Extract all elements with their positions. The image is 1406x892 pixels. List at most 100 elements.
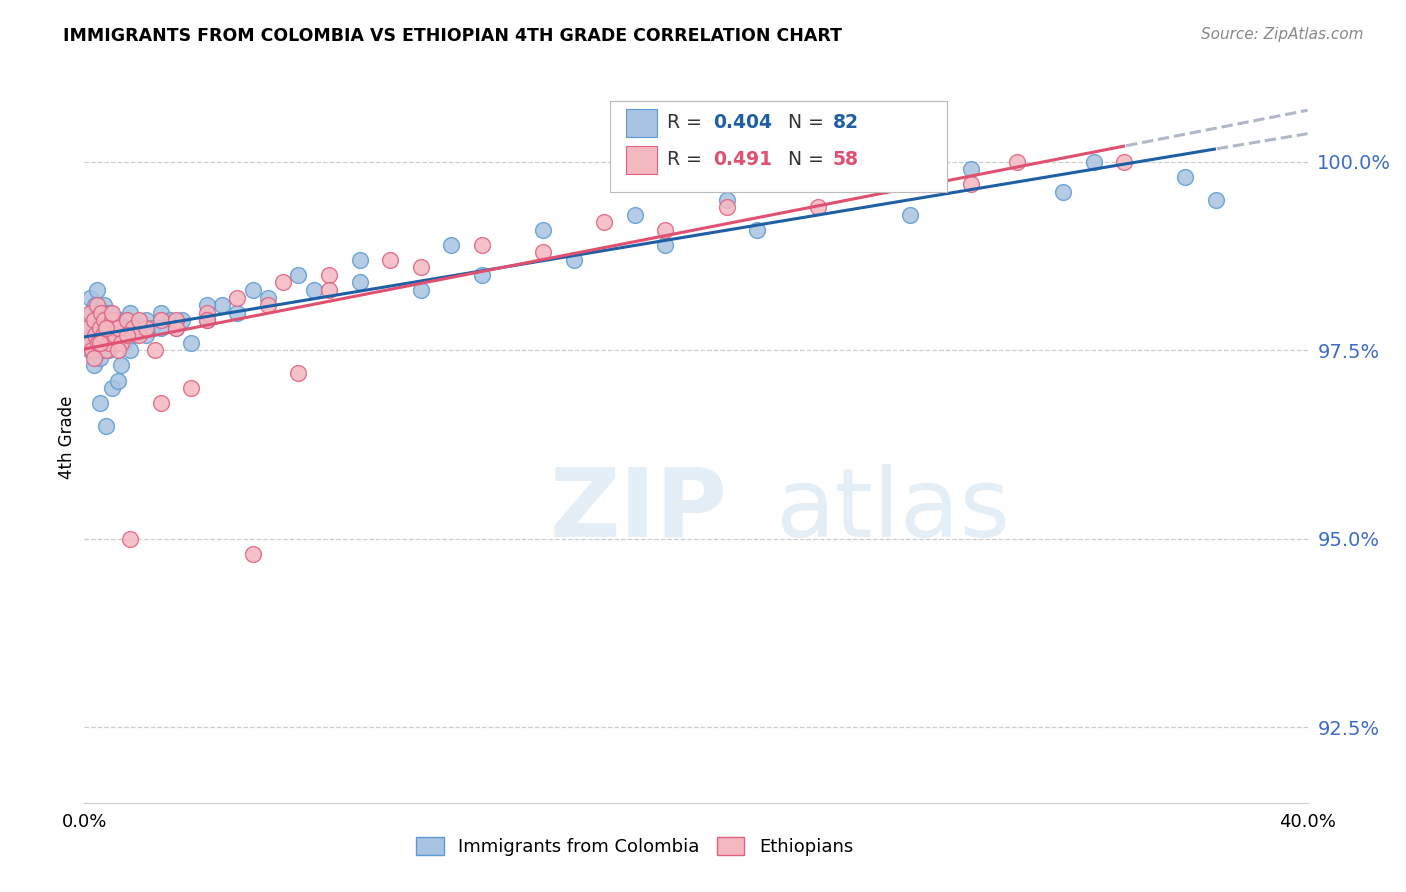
Point bbox=[80, 306, 103, 320]
Point bbox=[302, 283, 325, 297]
Point bbox=[257, 291, 280, 305]
Point bbox=[90, 320, 112, 334]
Point bbox=[97, 343, 120, 358]
Point bbox=[149, 396, 172, 410]
Text: 0.491: 0.491 bbox=[713, 151, 772, 169]
Point bbox=[287, 366, 309, 380]
Text: 0.404: 0.404 bbox=[713, 113, 772, 132]
FancyBboxPatch shape bbox=[610, 101, 946, 192]
Point bbox=[562, 252, 585, 267]
Point bbox=[195, 298, 218, 312]
Point bbox=[90, 335, 112, 350]
Point bbox=[122, 328, 145, 343]
Point bbox=[593, 215, 616, 229]
Point bbox=[180, 335, 202, 350]
Point bbox=[226, 291, 249, 305]
Point bbox=[91, 313, 114, 327]
Point bbox=[83, 351, 105, 365]
Point bbox=[440, 237, 463, 252]
Point bbox=[349, 252, 371, 267]
Point bbox=[94, 306, 117, 320]
Text: atlas: atlas bbox=[776, 464, 1011, 557]
Point bbox=[110, 359, 132, 373]
Point bbox=[1083, 154, 1105, 169]
Y-axis label: 4th Grade: 4th Grade bbox=[58, 395, 76, 479]
Point bbox=[94, 343, 117, 358]
Point bbox=[94, 320, 117, 334]
Point bbox=[107, 320, 129, 334]
Point bbox=[107, 343, 129, 358]
Point bbox=[76, 320, 98, 334]
Point bbox=[349, 276, 371, 290]
Point bbox=[90, 306, 112, 320]
Point bbox=[128, 320, 150, 334]
Point bbox=[89, 396, 111, 410]
Point bbox=[226, 306, 249, 320]
Point bbox=[716, 193, 738, 207]
Point bbox=[960, 178, 983, 192]
Point bbox=[172, 313, 194, 327]
Point bbox=[110, 335, 132, 350]
Point bbox=[747, 223, 769, 237]
Point bbox=[531, 245, 554, 260]
Text: R =: R = bbox=[666, 113, 707, 132]
Point bbox=[654, 237, 676, 252]
Point bbox=[141, 320, 163, 334]
Point bbox=[149, 320, 172, 334]
Text: N =: N = bbox=[787, 113, 830, 132]
Text: N =: N = bbox=[787, 151, 830, 169]
Point bbox=[838, 178, 860, 192]
Point bbox=[108, 313, 131, 327]
Point bbox=[409, 283, 432, 297]
Point bbox=[471, 268, 494, 282]
Point bbox=[105, 320, 128, 334]
Point bbox=[898, 208, 921, 222]
Point bbox=[869, 178, 891, 192]
Point bbox=[101, 313, 124, 327]
Point bbox=[242, 547, 264, 561]
Point bbox=[135, 313, 157, 327]
Point bbox=[271, 276, 294, 290]
Legend: Immigrants from Colombia, Ethiopians: Immigrants from Colombia, Ethiopians bbox=[409, 830, 860, 863]
Point bbox=[94, 320, 117, 334]
Point bbox=[104, 328, 127, 343]
Point bbox=[107, 374, 129, 388]
Point bbox=[112, 335, 135, 350]
Point bbox=[1205, 193, 1227, 207]
Point bbox=[242, 283, 264, 297]
Point bbox=[94, 418, 117, 433]
Point bbox=[471, 237, 494, 252]
Point bbox=[143, 343, 166, 358]
Point bbox=[79, 291, 101, 305]
Point bbox=[409, 260, 432, 275]
FancyBboxPatch shape bbox=[626, 146, 657, 174]
Point bbox=[165, 320, 187, 334]
Text: Source: ZipAtlas.com: Source: ZipAtlas.com bbox=[1201, 27, 1364, 42]
Point bbox=[110, 320, 132, 334]
Point bbox=[103, 313, 125, 327]
Point bbox=[101, 381, 124, 395]
Point bbox=[115, 313, 138, 327]
Point bbox=[96, 335, 118, 350]
Point bbox=[211, 298, 233, 312]
Point bbox=[77, 335, 100, 350]
Point bbox=[84, 298, 107, 312]
Text: ZIP: ZIP bbox=[550, 464, 727, 557]
Point bbox=[654, 223, 676, 237]
Point bbox=[83, 359, 105, 373]
Point bbox=[287, 268, 309, 282]
Point bbox=[83, 313, 105, 327]
Point bbox=[128, 313, 150, 327]
Point bbox=[101, 306, 124, 320]
Point bbox=[120, 343, 142, 358]
Point bbox=[87, 343, 110, 358]
Point bbox=[257, 298, 280, 312]
Point bbox=[195, 306, 218, 320]
Point bbox=[115, 313, 138, 327]
Point bbox=[86, 335, 108, 350]
Point bbox=[135, 328, 157, 343]
Point bbox=[149, 313, 172, 327]
Point bbox=[122, 320, 145, 334]
Point bbox=[79, 343, 101, 358]
Point bbox=[93, 298, 115, 312]
